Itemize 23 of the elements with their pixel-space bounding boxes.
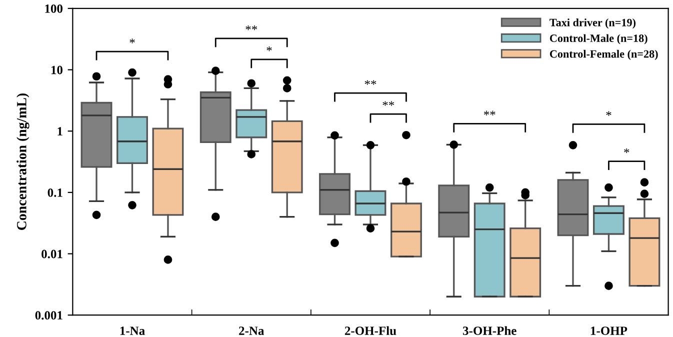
x-tick-label: 2-OH-Flu [344,326,396,336]
x-tick-label: 3-OH-Phe [463,326,516,336]
legend-label: Control-Male (n=18) [550,34,648,44]
annotation: * [624,148,630,154]
x-tick-label: 1-Na [120,326,145,336]
annotation: ** [484,110,496,116]
annotation: ** [246,26,258,30]
x-tick-label: 1-OHP [590,326,628,336]
annotation: * [266,46,272,52]
legend-label: Taxi driver (n=19) [550,18,636,29]
y-tick-label: 100 [45,4,62,13]
y-tick-label: 0.1 [48,188,62,197]
annotation: ** [364,80,376,85]
y-tick-label: 0.001 [35,311,62,320]
annotation: * [606,111,612,116]
y-tick-label: 1 [58,127,62,136]
y-tick-label: 10 [51,66,62,74]
annotation: * [130,38,135,44]
legend-label: Control-Female (n=28) [550,50,658,60]
y-axis-title: Concentration (ng/mL) [16,94,30,230]
annotation: ** [382,101,394,106]
x-tick-label: 2-Na [239,326,264,336]
y-tick-label: 0.01 [42,250,62,258]
